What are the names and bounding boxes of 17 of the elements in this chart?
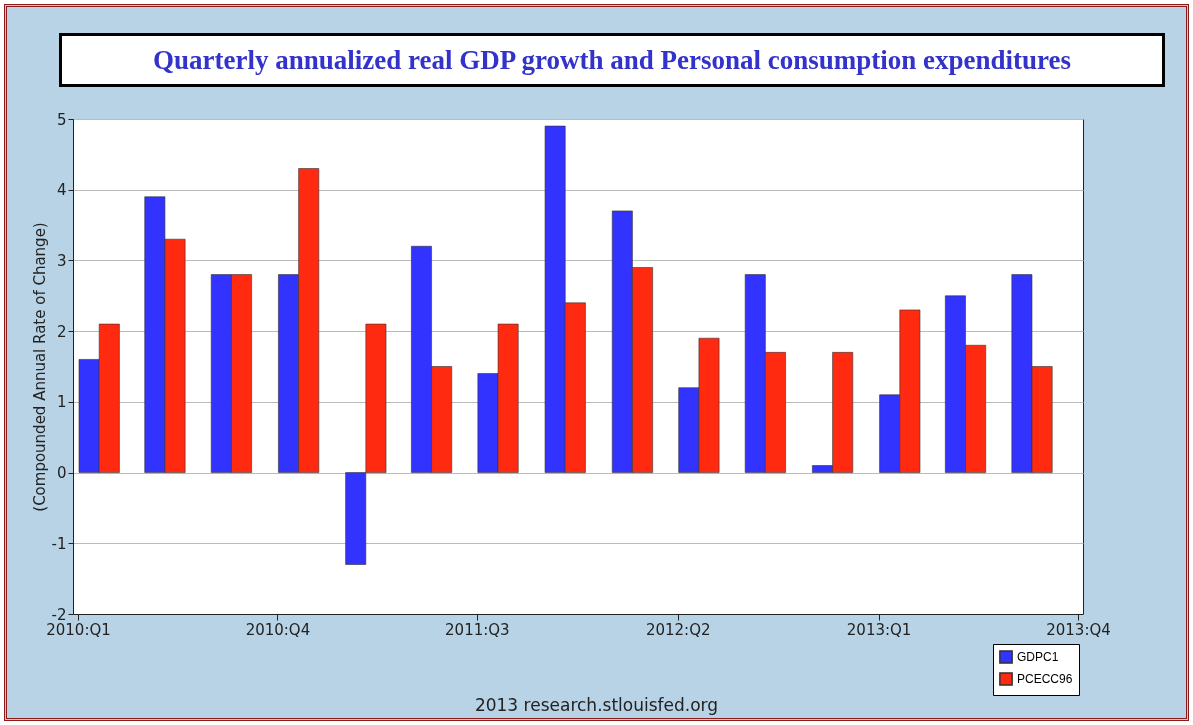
- x-tick-label: 2013:Q4: [1046, 620, 1111, 639]
- legend-label: PCECC96: [1017, 672, 1073, 686]
- x-tick-label: 2011:Q3: [445, 620, 510, 639]
- text: 2013 research.stlouisfed.org: [473, 695, 720, 715]
- y-tick-label: 2: [56, 322, 67, 341]
- chart-title: Quarterly annualized real GDP growth and Personal consumption expenditures: [59, 33, 1165, 87]
- y-tick-label: 5: [56, 110, 67, 129]
- y-tick-label: 4: [56, 181, 67, 200]
- y-axis-title: (Compounded Annual Rate of Change): [30, 222, 49, 512]
- y-tick-label: -1: [51, 534, 67, 553]
- legend-label: GDPC1: [1017, 650, 1059, 664]
- y-tick-label: 1: [56, 393, 67, 412]
- y-tick-label: 3: [56, 251, 67, 270]
- y-tick-label: 0: [56, 464, 67, 483]
- x-tick-label: 2010:Q4: [245, 620, 311, 639]
- x-tick-label: 2013:Q1: [846, 620, 912, 639]
- x-tick-label: 2012:Q2: [645, 620, 711, 639]
